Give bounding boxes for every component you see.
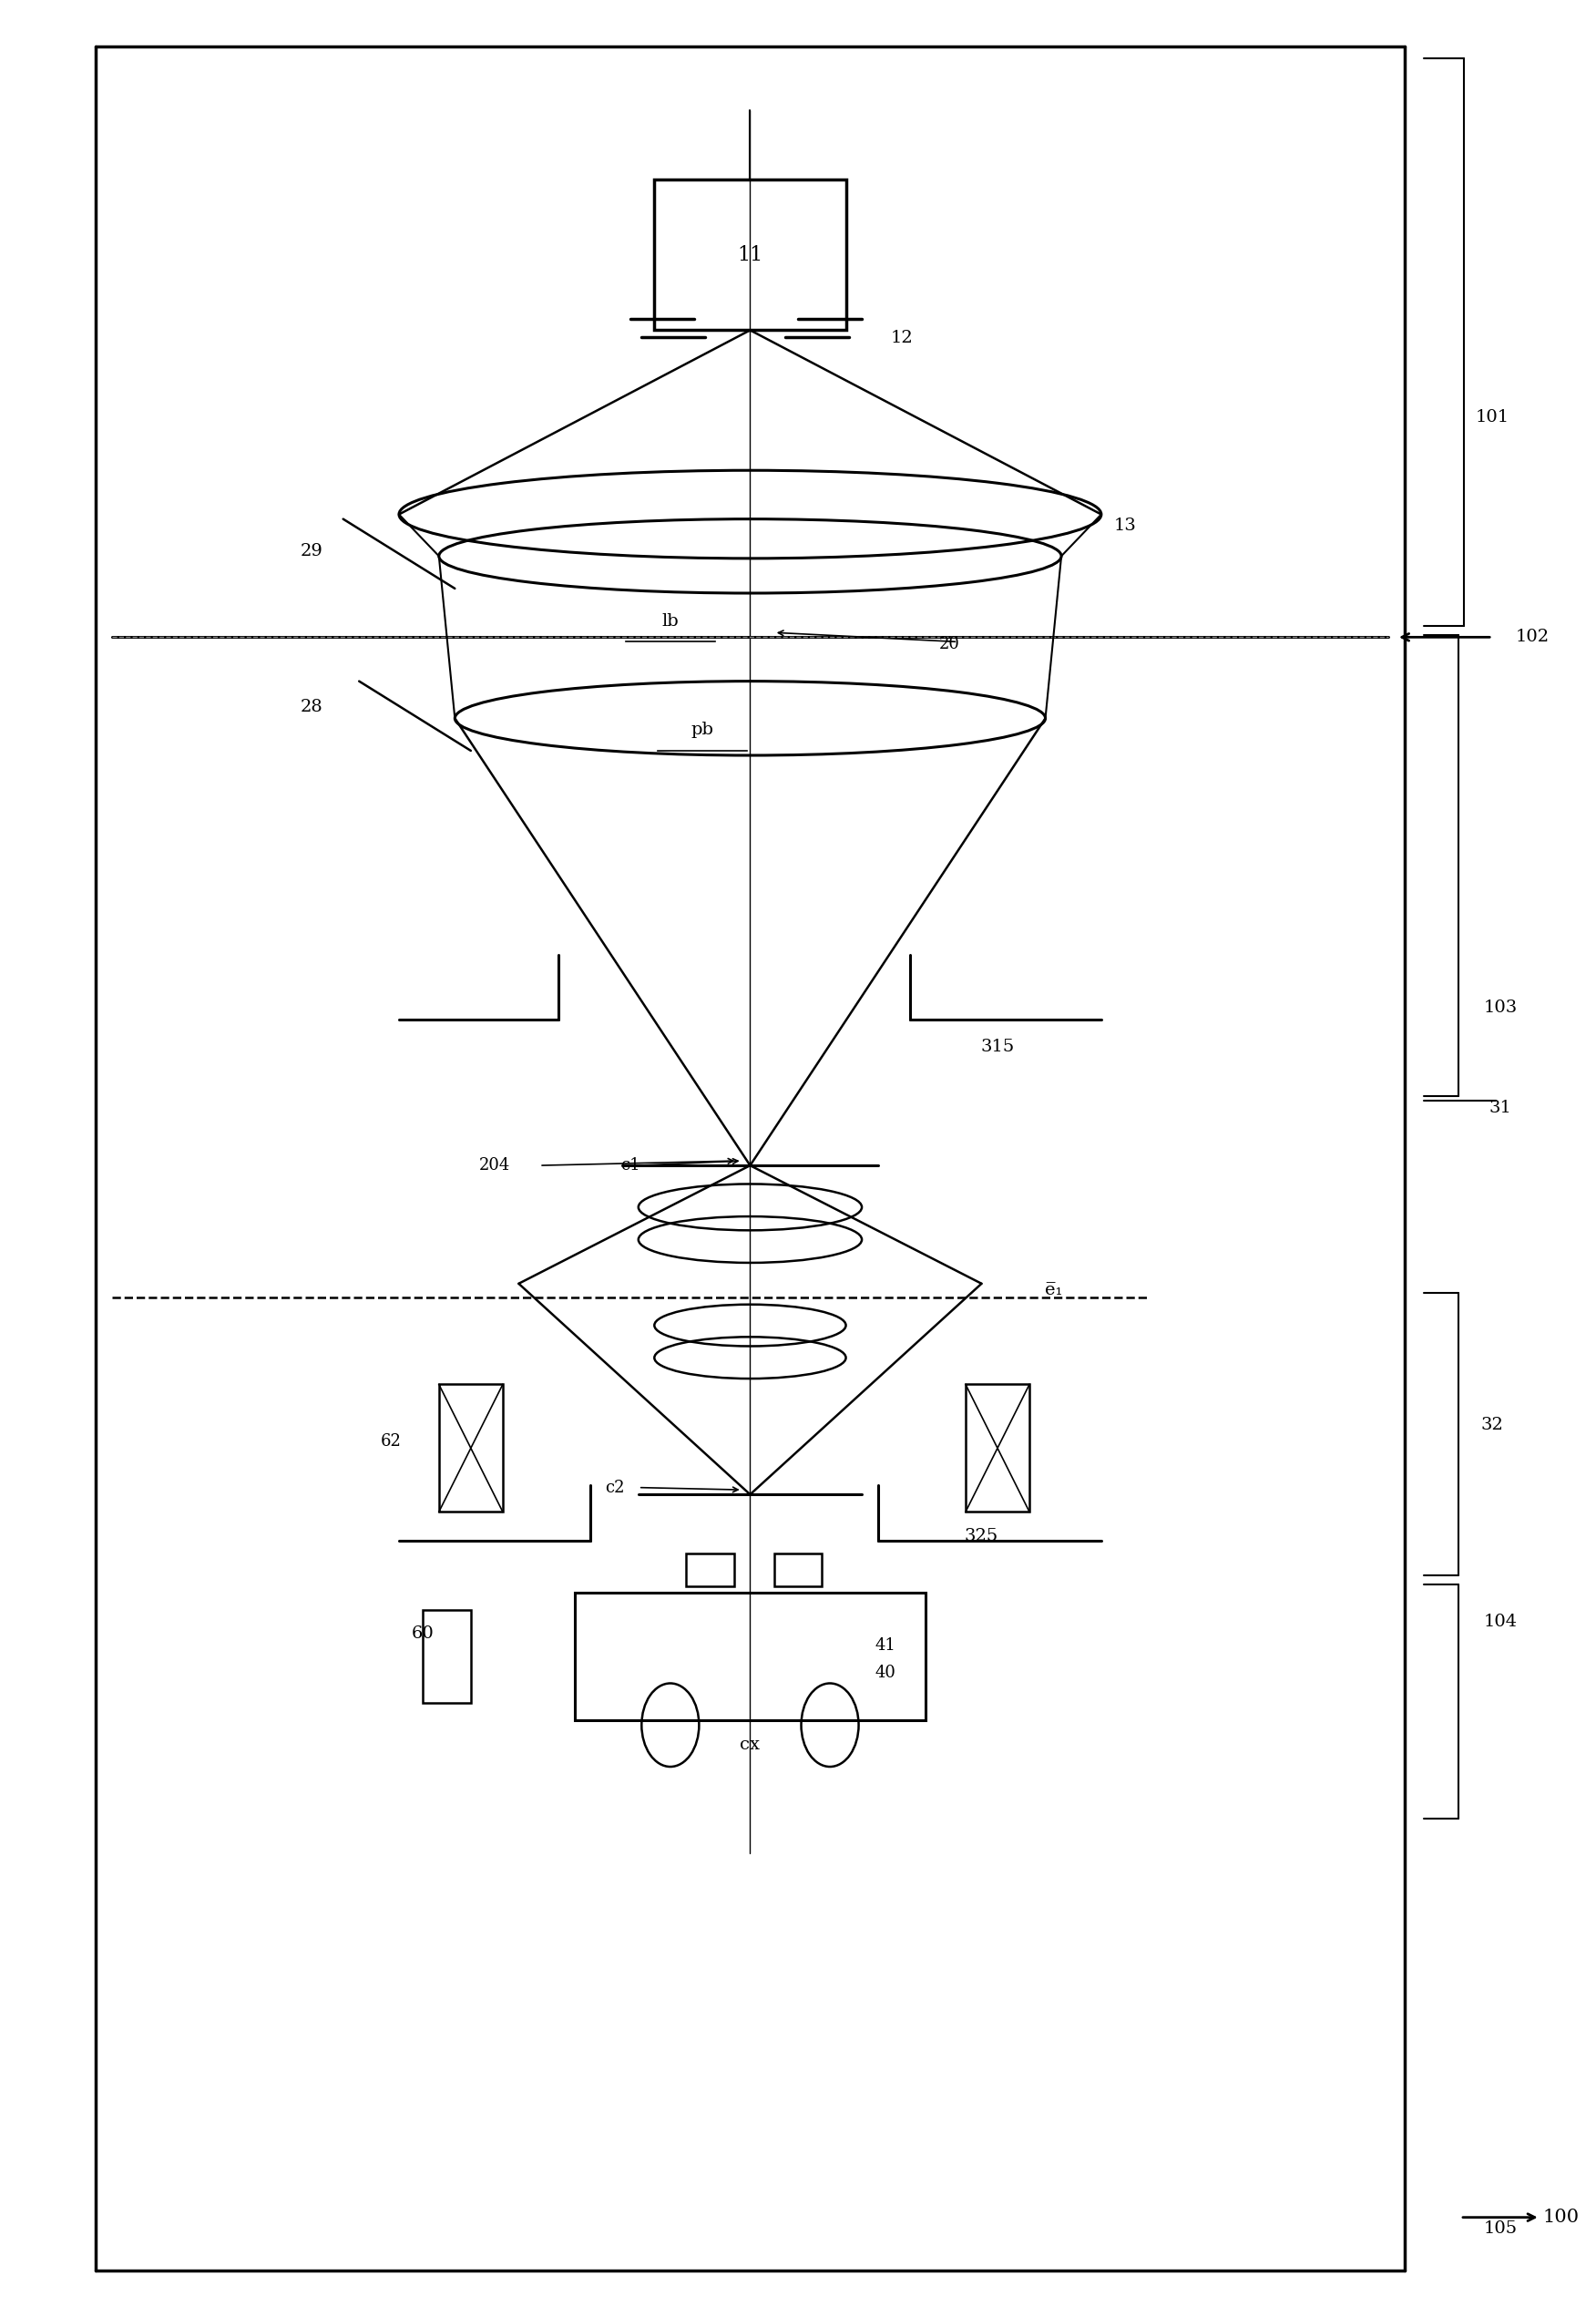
- Bar: [654, 181, 846, 331]
- Text: cx: cx: [741, 1735, 760, 1754]
- Text: 105: 105: [1483, 2220, 1518, 2238]
- Text: 104: 104: [1483, 1613, 1518, 1631]
- Bar: [686, 1555, 734, 1585]
- Text: 100: 100: [1543, 2208, 1578, 2227]
- Text: pb: pb: [691, 721, 713, 739]
- Text: 32: 32: [1481, 1416, 1503, 1434]
- Text: e̅₁: e̅₁: [1044, 1281, 1063, 1300]
- Text: 62: 62: [380, 1432, 402, 1450]
- Text: 315: 315: [980, 1038, 1015, 1057]
- Bar: [439, 1386, 503, 1513]
- Text: 325: 325: [964, 1527, 999, 1545]
- Bar: [575, 1594, 926, 1719]
- Bar: [774, 1555, 822, 1585]
- Text: 29: 29: [300, 542, 322, 561]
- Text: c1: c1: [621, 1156, 640, 1175]
- Text: 102: 102: [1515, 628, 1550, 646]
- Text: 101: 101: [1475, 408, 1510, 426]
- Text: c2: c2: [605, 1478, 624, 1497]
- Text: 103: 103: [1483, 999, 1518, 1017]
- Text: 20: 20: [938, 635, 961, 653]
- Text: 28: 28: [300, 697, 322, 716]
- Text: 60: 60: [412, 1624, 434, 1643]
- Bar: [966, 1386, 1029, 1513]
- Text: 31: 31: [1489, 1098, 1511, 1117]
- Text: 11: 11: [737, 246, 763, 264]
- Text: 13: 13: [1114, 517, 1136, 535]
- Bar: [423, 1610, 471, 1703]
- Text: 41: 41: [875, 1636, 897, 1654]
- Text: 40: 40: [875, 1664, 897, 1682]
- Text: 204: 204: [479, 1156, 511, 1175]
- Text: lb: lb: [662, 612, 678, 630]
- Text: 12: 12: [891, 329, 913, 348]
